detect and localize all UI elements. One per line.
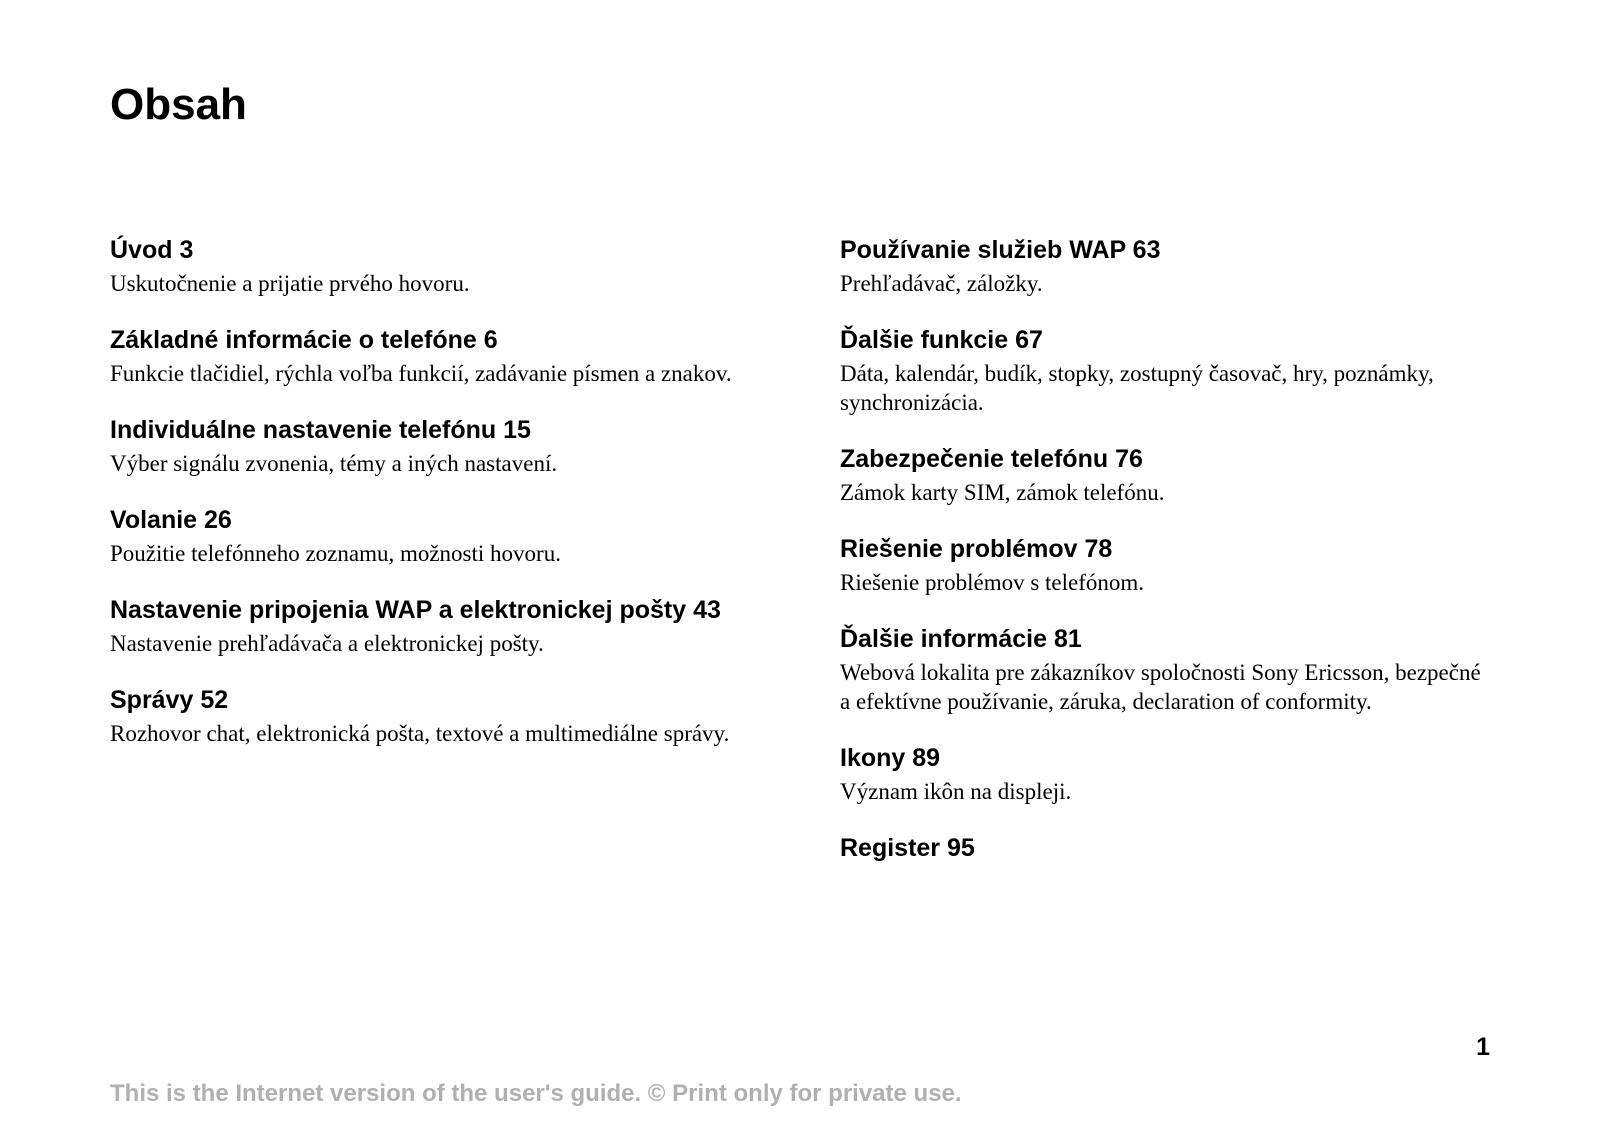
- toc-page-num: 63: [1133, 236, 1161, 264]
- left-column: Úvod 3 Uskutočnenie a prijatie prvého ho…: [110, 235, 760, 890]
- right-column: Používanie služieb WAP 63 Prehľadávač, z…: [840, 235, 1490, 890]
- toc-entry-desc: Význam ikôn na displeji.: [840, 778, 1490, 807]
- toc-entry: Ďalšie funkcie 67 Dáta, kalendár, budík,…: [840, 325, 1490, 418]
- toc-page-num: 52: [200, 686, 228, 714]
- toc-entry-title[interactable]: Riešenie problémov 78: [840, 534, 1490, 565]
- toc-entry-desc: Riešenie problémov s telefónom.: [840, 569, 1490, 598]
- toc-page-num: 15: [503, 416, 531, 444]
- toc-entry-desc: Nastavenie prehľadávača a elektronickej …: [110, 630, 760, 659]
- toc-entry: Úvod 3 Uskutočnenie a prijatie prvého ho…: [110, 235, 760, 299]
- toc-entry-desc: Použitie telefónneho zoznamu, možnosti h…: [110, 540, 760, 569]
- toc-title-text: Ďalšie informácie: [840, 625, 1047, 653]
- toc-entry: Nastavenie pripojenia WAP a elektronicke…: [110, 595, 760, 659]
- page-number: 1: [110, 1033, 1490, 1062]
- toc-entry: Individuálne nastavenie telefónu 15 Výbe…: [110, 415, 760, 479]
- toc-entry-title[interactable]: Správy 52: [110, 685, 760, 716]
- toc-entry-desc: Zámok karty SIM, zámok telefónu.: [840, 479, 1490, 508]
- toc-entry-title[interactable]: Základné informácie o telefóne 6: [110, 325, 760, 356]
- toc-entry-desc: Uskutočnenie a prijatie prvého hovoru.: [110, 270, 760, 299]
- toc-entry-desc: Výber signálu zvonenia, témy a iných nas…: [110, 450, 760, 479]
- toc-entry-title[interactable]: Register 95: [840, 833, 1490, 864]
- toc-entry-title[interactable]: Individuálne nastavenie telefónu 15: [110, 415, 760, 446]
- toc-entry: Zabezpečenie telefónu 76 Zámok karty SIM…: [840, 444, 1490, 508]
- toc-entry: Základné informácie o telefóne 6 Funkcie…: [110, 325, 760, 389]
- toc-entry-desc: Rozhovor chat, elektronická pošta, texto…: [110, 720, 760, 749]
- toc-entry-title[interactable]: Volanie 26: [110, 505, 760, 536]
- toc-page-num: 76: [1115, 445, 1143, 473]
- toc-title-text: Používanie služieb WAP: [840, 236, 1126, 264]
- toc-page-num: 81: [1054, 625, 1082, 653]
- toc-entry: Volanie 26 Použitie telefónneho zoznamu,…: [110, 505, 760, 569]
- toc-entry-title[interactable]: Používanie služieb WAP 63: [840, 235, 1490, 266]
- toc-title-text: Nastavenie pripojenia WAP a elektronicke…: [110, 596, 686, 624]
- toc-entry: Register 95: [840, 833, 1490, 864]
- toc-page-num: 6: [484, 326, 498, 354]
- toc-entry-desc: Prehľadávač, záložky.: [840, 270, 1490, 299]
- toc-entry: Ďalšie informácie 81 Webová lokalita pre…: [840, 624, 1490, 717]
- toc-entry-title[interactable]: Úvod 3: [110, 235, 760, 266]
- toc-entry-title[interactable]: Ďalšie informácie 81: [840, 624, 1490, 655]
- toc-entry-desc: Funkcie tlačidiel, rýchla voľba funkcií,…: [110, 360, 760, 389]
- toc-title-text: Zabezpečenie telefónu: [840, 445, 1108, 473]
- page-footer: 1 This is the Internet version of the us…: [110, 1033, 1490, 1108]
- toc-entry-title[interactable]: Nastavenie pripojenia WAP a elektronicke…: [110, 595, 760, 626]
- toc-entry-desc: Dáta, kalendár, budík, stopky, zostupný …: [840, 360, 1490, 418]
- toc-page-num: 89: [912, 744, 940, 772]
- toc-entry: Správy 52 Rozhovor chat, elektronická po…: [110, 685, 760, 749]
- toc-title-text: Správy: [110, 686, 193, 714]
- footer-copyright: This is the Internet version of the user…: [110, 1080, 1490, 1108]
- toc-title-text: Základné informácie o telefóne: [110, 326, 477, 354]
- toc-page-num: 78: [1085, 535, 1113, 563]
- toc-entry: Ikony 89 Význam ikôn na displeji.: [840, 743, 1490, 807]
- toc-page-num: 43: [693, 596, 721, 624]
- toc-page-num: 67: [1015, 326, 1043, 354]
- toc-entry-desc: Webová lokalita pre zákazníkov spoločnos…: [840, 659, 1490, 717]
- toc-title-text: Volanie: [110, 506, 197, 534]
- toc-title-text: Úvod: [110, 236, 173, 264]
- page-title: Obsah: [110, 80, 1490, 130]
- toc-title-text: Register: [840, 834, 940, 862]
- toc-entry: Používanie služieb WAP 63 Prehľadávač, z…: [840, 235, 1490, 299]
- toc-entry-title[interactable]: Ďalšie funkcie 67: [840, 325, 1490, 356]
- toc-page-num: 95: [947, 834, 975, 862]
- toc-title-text: Riešenie problémov: [840, 535, 1078, 563]
- toc-columns: Úvod 3 Uskutočnenie a prijatie prvého ho…: [110, 235, 1490, 890]
- toc-title-text: Ikony: [840, 744, 905, 772]
- toc-page-num: 26: [204, 506, 232, 534]
- toc-entry: Riešenie problémov 78 Riešenie problémov…: [840, 534, 1490, 598]
- toc-page-num: 3: [179, 236, 193, 264]
- toc-title-text: Individuálne nastavenie telefónu: [110, 416, 496, 444]
- toc-entry-title[interactable]: Zabezpečenie telefónu 76: [840, 444, 1490, 475]
- toc-title-text: Ďalšie funkcie: [840, 326, 1008, 354]
- toc-entry-title[interactable]: Ikony 89: [840, 743, 1490, 774]
